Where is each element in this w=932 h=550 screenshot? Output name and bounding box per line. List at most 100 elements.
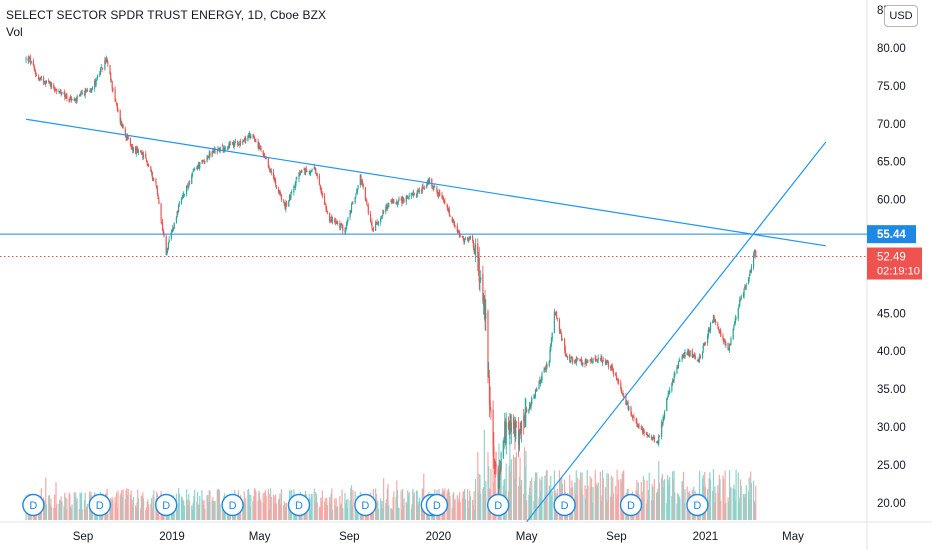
candle-body [561,334,563,340]
volume-bar [733,484,735,520]
volume-bar [615,485,617,520]
candle-body [395,202,397,204]
volume-bar [744,497,746,520]
candle-body [59,91,61,93]
candle-body [466,237,469,239]
candle-body [599,358,601,360]
candle-body [228,143,230,149]
volume-bar [310,493,312,520]
candle-body [339,223,341,229]
volume-bar [207,495,209,520]
candle-body [162,229,164,235]
volume-bar [408,492,410,520]
candle-body [648,435,650,437]
candle-body [260,147,262,150]
candle-body [610,364,612,368]
candle-body [306,170,308,172]
candle-body [83,94,86,96]
candle-body [524,411,526,423]
volume-bar [464,489,466,520]
volume-bar [463,491,465,520]
candle-body [548,360,550,366]
candle-body [625,396,627,405]
candle-body [90,89,92,91]
volume-bar [587,485,589,520]
candle-body [369,213,372,223]
volume-bar [48,495,51,520]
volume-bar [727,497,729,520]
volume-bar [202,500,204,520]
candle-body [704,342,706,344]
candle-body [183,194,186,195]
volume-bar [134,505,137,520]
candle-body [114,89,116,101]
volume-bar [621,473,623,520]
volume-bar [194,489,196,520]
candle-body [564,338,566,350]
dividend-circle [686,493,709,517]
candle-body [534,395,536,397]
candle-body [454,225,456,227]
volume-bar [120,493,122,520]
candle-body [442,197,445,200]
volume-bar [576,495,578,520]
candle-body [380,217,382,223]
candle-body [652,437,654,439]
volume-bar [618,479,620,520]
dividend-marker: D [619,493,643,517]
candle-body [753,250,755,257]
candle-body [167,248,169,252]
candle-body [708,329,710,331]
volume-bar [183,505,186,520]
candle-body [99,73,101,76]
candle-body [642,428,644,433]
candle-body [540,379,542,381]
volume-bar [724,470,726,520]
candle-body [99,68,102,74]
volume-bar [191,505,193,520]
volume-bar [345,503,347,520]
candle-body [576,357,578,359]
volume-bar [386,488,388,520]
candle-body [150,171,153,173]
candle-body [520,428,522,432]
candle-body [259,148,261,150]
currency-badge[interactable]: USD [884,5,918,27]
volume-bar [749,499,751,520]
volume-bar [188,501,191,520]
volume-bar [545,495,547,520]
volume-bar [653,479,655,520]
volume-bar [73,492,75,520]
volume-bar [245,498,247,520]
candle-body [628,406,630,411]
candle-body [543,368,545,373]
volume-bar [126,488,128,520]
candle-body [631,414,633,416]
candle-body [183,194,185,196]
volume-bar [474,509,476,520]
volume-bar [311,493,313,520]
volume-bar [415,490,418,520]
candle-body [418,190,420,192]
candle-body [213,149,215,153]
volume-bar [320,497,322,520]
volume-bar [252,501,254,520]
volume-bar [543,500,545,520]
candle-body [742,294,744,297]
volume-bar [263,502,265,520]
volume-bar [601,470,604,520]
volume-bar [250,494,252,520]
volume-bar [122,489,124,520]
candle-body [172,228,174,232]
volume-bar [677,494,680,520]
candle-body [505,421,507,444]
candle-body [146,160,148,165]
volume-bar [715,493,717,520]
candle-body [671,380,674,383]
volume-bar [458,492,461,520]
volume-bar [612,493,615,520]
volume-bar [464,499,466,520]
candle-body [607,361,609,367]
volume-bar [656,491,658,520]
